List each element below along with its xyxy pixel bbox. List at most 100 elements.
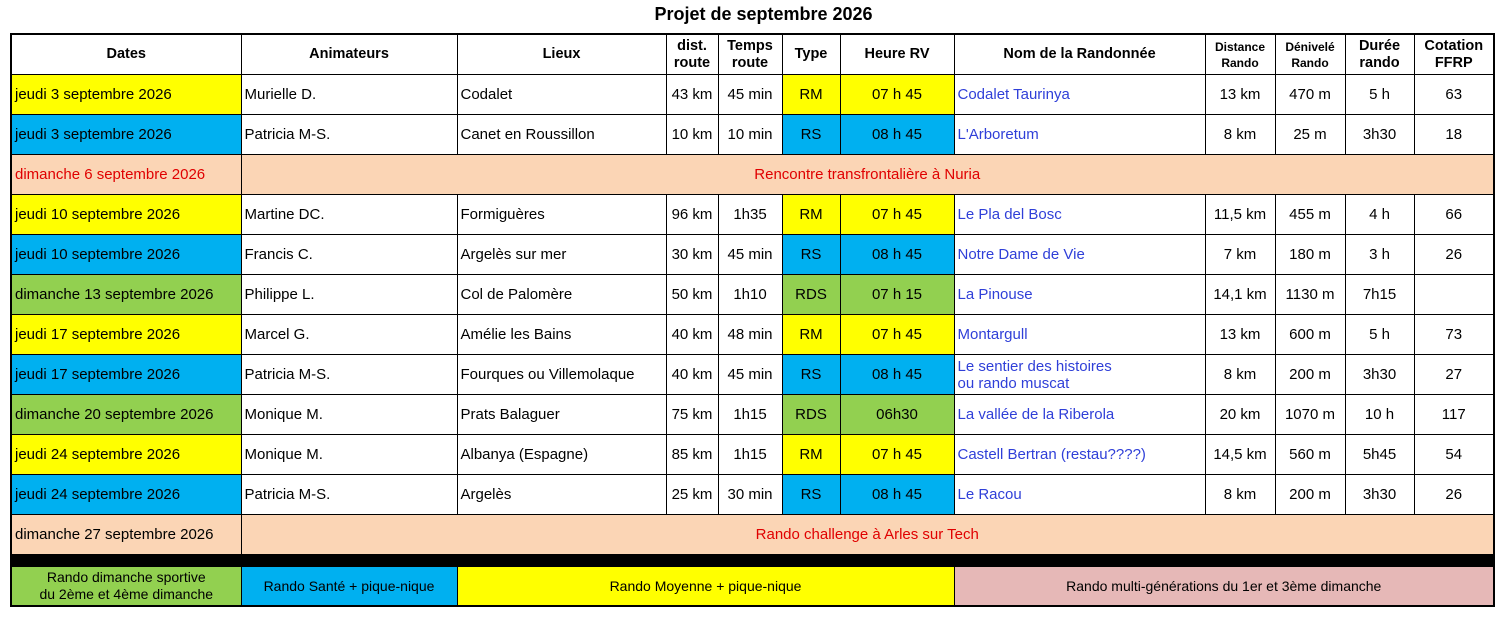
heure-rv-cell: 07 h 15 xyxy=(839,274,955,315)
date-cell: jeudi 3 septembre 2026 xyxy=(10,114,242,155)
cotation-cell: 73 xyxy=(1413,314,1495,355)
header-heure-rv: Heure RV xyxy=(839,33,955,75)
animateur-cell: Martine DC. xyxy=(240,194,458,235)
header-lieux: Lieux xyxy=(456,33,667,75)
animateur-cell: Francis C. xyxy=(240,234,458,275)
type-cell: RS xyxy=(781,474,841,515)
duree-cell: 10 h xyxy=(1344,394,1415,435)
header-denivele-rando: Dénivelé Rando xyxy=(1274,33,1346,75)
lieu-cell: Fourques ou Villemolaque xyxy=(456,354,667,395)
separator-row xyxy=(10,554,1495,567)
denivele-cell: 25 m xyxy=(1274,114,1346,155)
animateur-cell: Monique M. xyxy=(240,394,458,435)
legend-rm: Rando Moyenne + pique-nique xyxy=(456,566,955,607)
distance-rando-cell: 8 km xyxy=(1204,354,1276,395)
schedule-table: Dates Animateurs Lieux dist. route Temps… xyxy=(10,33,1495,607)
cotation-cell: 63 xyxy=(1413,74,1495,115)
header-row: Dates Animateurs Lieux dist. route Temps… xyxy=(10,33,1495,75)
dist-route-cell: 85 km xyxy=(665,434,719,475)
date-cell: dimanche 20 septembre 2026 xyxy=(10,394,242,435)
denivele-cell: 600 m xyxy=(1274,314,1346,355)
nom-randonnee-cell: Le sentier des histoires ou rando muscat xyxy=(953,354,1206,395)
date-cell: jeudi 3 septembre 2026 xyxy=(10,74,242,115)
nom-randonnee-cell: Codalet Taurinya xyxy=(953,74,1206,115)
lieu-cell: Formiguères xyxy=(456,194,667,235)
heure-rv-cell: 07 h 45 xyxy=(839,74,955,115)
table-row: jeudi 3 septembre 2026 Murielle D. Codalet… xyxy=(10,74,1495,115)
duree-cell: 3h30 xyxy=(1344,114,1415,155)
temps-route-cell: 1h15 xyxy=(717,434,783,475)
separator xyxy=(10,554,1495,567)
header-animateurs: Animateurs xyxy=(240,33,458,75)
duree-cell: 5 h xyxy=(1344,314,1415,355)
distance-rando-cell: 20 km xyxy=(1204,394,1276,435)
table-row: dimanche 20 septembre 2026 Monique M. Prat… xyxy=(10,394,1495,435)
distance-rando-cell: 13 km xyxy=(1204,74,1276,115)
table-row: jeudi 24 septembre 2026 Patricia M-S. Arge… xyxy=(10,474,1495,515)
temps-route-cell: 1h15 xyxy=(717,394,783,435)
cotation-cell: 117 xyxy=(1413,394,1495,435)
nom-randonnee-cell: Notre Dame de Vie xyxy=(953,234,1206,275)
event-cell: Rencontre transfrontalière à Nuria xyxy=(240,154,1495,195)
distance-rando-cell: 11,5 km xyxy=(1204,194,1276,235)
animateur-cell: Patricia M-S. xyxy=(240,354,458,395)
animateur-cell: Patricia M-S. xyxy=(240,114,458,155)
table-row: jeudi 10 septembre 2026 Francis C. Argelès… xyxy=(10,234,1495,275)
dist-route-cell: 75 km xyxy=(665,394,719,435)
cotation-cell xyxy=(1413,274,1495,315)
animateur-cell: Patricia M-S. xyxy=(240,474,458,515)
table-row: jeudi 17 septembre 2026 Patricia M-S. Four… xyxy=(10,354,1495,395)
denivele-cell: 180 m xyxy=(1274,234,1346,275)
temps-route-cell: 30 min xyxy=(717,474,783,515)
legend-multi: Rando multi-générations du 1er et 3ème d… xyxy=(953,566,1495,607)
lieu-cell: Col de Palomère xyxy=(456,274,667,315)
legend-rs: Rando Santé + pique-nique xyxy=(240,566,458,607)
legend-rds-line2: du 2ème et 4ème dimanche xyxy=(39,586,214,602)
duree-cell: 3h30 xyxy=(1344,354,1415,395)
heure-rv-cell: 07 h 45 xyxy=(839,434,955,475)
header-nom-randonnee: Nom de la Randonnée xyxy=(953,33,1206,75)
table-row: dimanche 6 septembre 2026 Rencontre trans… xyxy=(10,154,1495,195)
heure-rv-cell: 08 h 45 xyxy=(839,474,955,515)
temps-route-cell: 1h10 xyxy=(717,274,783,315)
lieu-cell: Codalet xyxy=(456,74,667,115)
table-row: dimanche 27 septembre 2026 Rando challeng… xyxy=(10,514,1495,555)
date-cell: dimanche 27 septembre 2026 xyxy=(10,514,242,555)
temps-route-cell: 45 min xyxy=(717,74,783,115)
type-cell: RM xyxy=(781,74,841,115)
nom-randonnee-cell: La vallée de la Riberola xyxy=(953,394,1206,435)
lieu-cell: Argelès sur mer xyxy=(456,234,667,275)
temps-route-cell: 10 min xyxy=(717,114,783,155)
dist-route-cell: 50 km xyxy=(665,274,719,315)
duree-cell: 3h30 xyxy=(1344,474,1415,515)
nom-randonnee-cell: L'Arboretum xyxy=(953,114,1206,155)
dist-route-cell: 40 km xyxy=(665,314,719,355)
table-row: jeudi 3 septembre 2026 Patricia M-S. Canet… xyxy=(10,114,1495,155)
heure-rv-cell: 08 h 45 xyxy=(839,354,955,395)
duree-cell: 7h15 xyxy=(1344,274,1415,315)
date-cell: jeudi 17 septembre 2026 xyxy=(10,354,242,395)
distance-rando-cell: 8 km xyxy=(1204,474,1276,515)
lieu-cell: Albanya (Espagne) xyxy=(456,434,667,475)
date-cell: jeudi 24 septembre 2026 xyxy=(10,434,242,475)
table-row: jeudi 24 septembre 2026 Monique M. Albanya… xyxy=(10,434,1495,475)
type-cell: RS xyxy=(781,234,841,275)
schedule-body: jeudi 3 septembre 2026 Murielle D. Codalet… xyxy=(10,74,1495,555)
table-row: jeudi 17 septembre 2026 Marcel G. Amélie l… xyxy=(10,314,1495,355)
heure-rv-cell: 06h30 xyxy=(839,394,955,435)
header-temps-route: Temps route xyxy=(717,33,783,75)
denivele-cell: 470 m xyxy=(1274,74,1346,115)
date-cell: dimanche 13 septembre 2026 xyxy=(10,274,242,315)
legend-rds-line1: Rando dimanche sportive xyxy=(46,569,206,585)
cotation-cell: 54 xyxy=(1413,434,1495,475)
date-cell: jeudi 10 septembre 2026 xyxy=(10,234,242,275)
header-cotation-ffrp: Cotation FFRP xyxy=(1413,33,1495,75)
type-cell: RM xyxy=(781,194,841,235)
type-cell: RM xyxy=(781,314,841,355)
denivele-cell: 560 m xyxy=(1274,434,1346,475)
nom-line2: ou rando muscat xyxy=(957,374,1070,392)
nom-randonnee-cell: Montargull xyxy=(953,314,1206,355)
nom-randonnee-cell: Le Racou xyxy=(953,474,1206,515)
nom-randonnee-cell: Castell Bertran (restau????) xyxy=(953,434,1206,475)
temps-route-cell: 48 min xyxy=(717,314,783,355)
